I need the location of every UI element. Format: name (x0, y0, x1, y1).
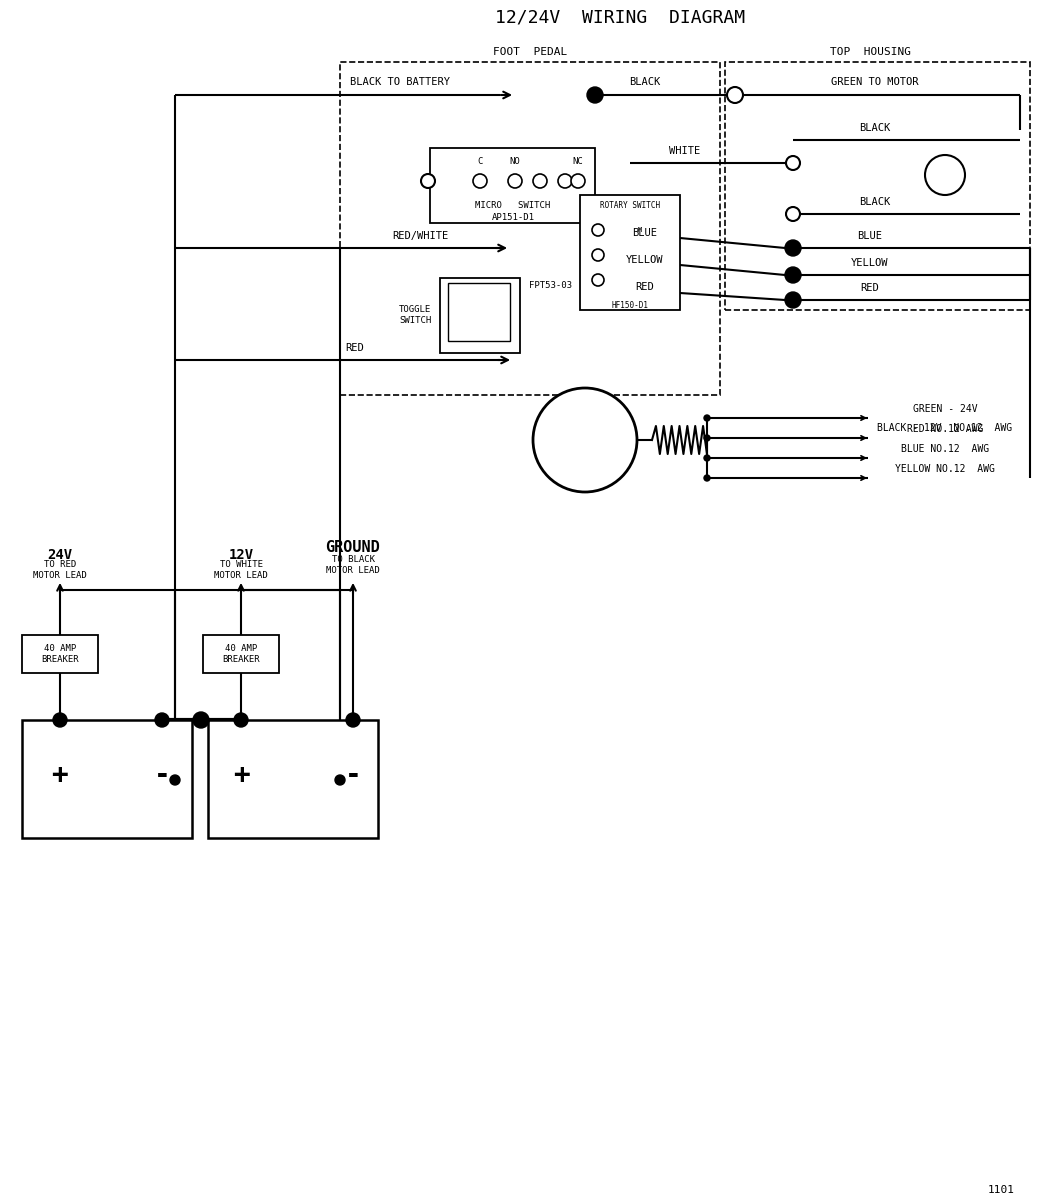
Text: FOOT  PEDAL: FOOT PEDAL (493, 47, 567, 56)
Text: MOTOR: MOTOR (566, 433, 603, 446)
Circle shape (785, 266, 801, 283)
Circle shape (346, 713, 360, 727)
Circle shape (704, 455, 710, 461)
Text: GREEN - 24V: GREEN - 24V (912, 404, 977, 414)
Text: +: + (51, 761, 68, 790)
Text: NO: NO (509, 157, 520, 167)
Circle shape (727, 86, 743, 103)
Text: 12V: 12V (229, 548, 254, 562)
Text: GROUND: GROUND (326, 540, 380, 556)
Text: -: - (153, 761, 170, 790)
Text: NC: NC (572, 157, 584, 167)
Circle shape (155, 713, 169, 727)
Circle shape (785, 240, 801, 256)
Text: RED/WHITE: RED/WHITE (392, 230, 448, 241)
Text: 1101: 1101 (988, 1186, 1015, 1195)
Text: YELLOW NO.12  AWG: YELLOW NO.12 AWG (895, 464, 995, 474)
Text: LAMP: LAMP (934, 170, 955, 180)
Circle shape (193, 712, 209, 728)
Text: WHITE: WHITE (669, 146, 701, 156)
Circle shape (592, 248, 604, 260)
Circle shape (335, 775, 345, 785)
Circle shape (704, 475, 710, 481)
Text: 40 AMP
BREAKER: 40 AMP BREAKER (41, 644, 78, 664)
Text: +: + (233, 761, 250, 790)
Bar (203, 635, 279, 673)
Bar (340, 62, 720, 395)
Circle shape (704, 415, 710, 421)
Bar (440, 278, 520, 353)
Text: BLUE: BLUE (633, 228, 658, 238)
Circle shape (592, 224, 604, 236)
Bar (580, 194, 680, 310)
Circle shape (557, 174, 572, 188)
Circle shape (170, 775, 180, 785)
Text: HF150-D1: HF150-D1 (612, 300, 648, 310)
Text: BLACK: BLACK (630, 77, 661, 86)
Text: BLACK: BLACK (859, 122, 891, 133)
Text: ROTARY SWITCH: ROTARY SWITCH (600, 200, 660, 210)
Circle shape (786, 156, 800, 170)
Circle shape (786, 206, 800, 221)
Text: TOGGLE
SWITCH: TOGGLE SWITCH (399, 305, 431, 325)
Text: GREEN TO MOTOR: GREEN TO MOTOR (831, 77, 919, 86)
Circle shape (508, 174, 522, 188)
Text: MICRO   SWITCH: MICRO SWITCH (475, 202, 550, 210)
Circle shape (234, 713, 248, 727)
Text: YELLOW: YELLOW (851, 258, 888, 268)
Circle shape (587, 86, 603, 103)
Text: BLUE: BLUE (857, 230, 882, 241)
Text: BLACK - 12V  NO.12  AWG: BLACK - 12V NO.12 AWG (877, 422, 1013, 433)
Bar (448, 283, 511, 341)
Bar (22, 635, 98, 673)
Text: 24V: 24V (47, 548, 73, 562)
Text: RED: RED (860, 283, 879, 293)
Circle shape (571, 174, 585, 188)
Text: YELLOW: YELLOW (626, 254, 664, 265)
Text: RED: RED (636, 282, 655, 292)
Text: AP151-D1: AP151-D1 (492, 214, 535, 222)
Text: TO RED
MOTOR LEAD: TO RED MOTOR LEAD (33, 560, 87, 580)
Text: FPT53-03: FPT53-03 (528, 282, 571, 290)
Text: BLUE NO.12  AWG: BLUE NO.12 AWG (901, 444, 989, 454)
Bar (208, 720, 378, 838)
Circle shape (592, 274, 604, 286)
Bar (430, 148, 595, 223)
Circle shape (704, 434, 710, 440)
Circle shape (785, 292, 801, 308)
Text: TO WHITE
MOTOR LEAD: TO WHITE MOTOR LEAD (214, 560, 268, 580)
Text: TO BLACK
MOTOR LEAD: TO BLACK MOTOR LEAD (326, 556, 380, 575)
Text: M: M (638, 227, 642, 233)
Circle shape (421, 174, 435, 188)
Circle shape (925, 155, 965, 194)
Text: 40 AMP
BREAKER: 40 AMP BREAKER (222, 644, 260, 664)
Circle shape (53, 713, 67, 727)
Circle shape (533, 174, 547, 188)
Text: RED NO.12 AWG: RED NO.12 AWG (907, 424, 983, 434)
Bar (22, 720, 192, 838)
Bar (725, 62, 1030, 310)
Circle shape (533, 388, 637, 492)
Text: C: C (477, 157, 482, 167)
Text: TOP  HOUSING: TOP HOUSING (830, 47, 910, 56)
Text: 12/24V  WIRING  DIAGRAM: 12/24V WIRING DIAGRAM (495, 8, 745, 26)
Circle shape (473, 174, 487, 188)
Text: BLACK: BLACK (859, 197, 891, 206)
Text: BLACK TO BATTERY: BLACK TO BATTERY (350, 77, 450, 86)
Text: -: - (345, 761, 361, 790)
Text: RED: RED (346, 343, 364, 353)
